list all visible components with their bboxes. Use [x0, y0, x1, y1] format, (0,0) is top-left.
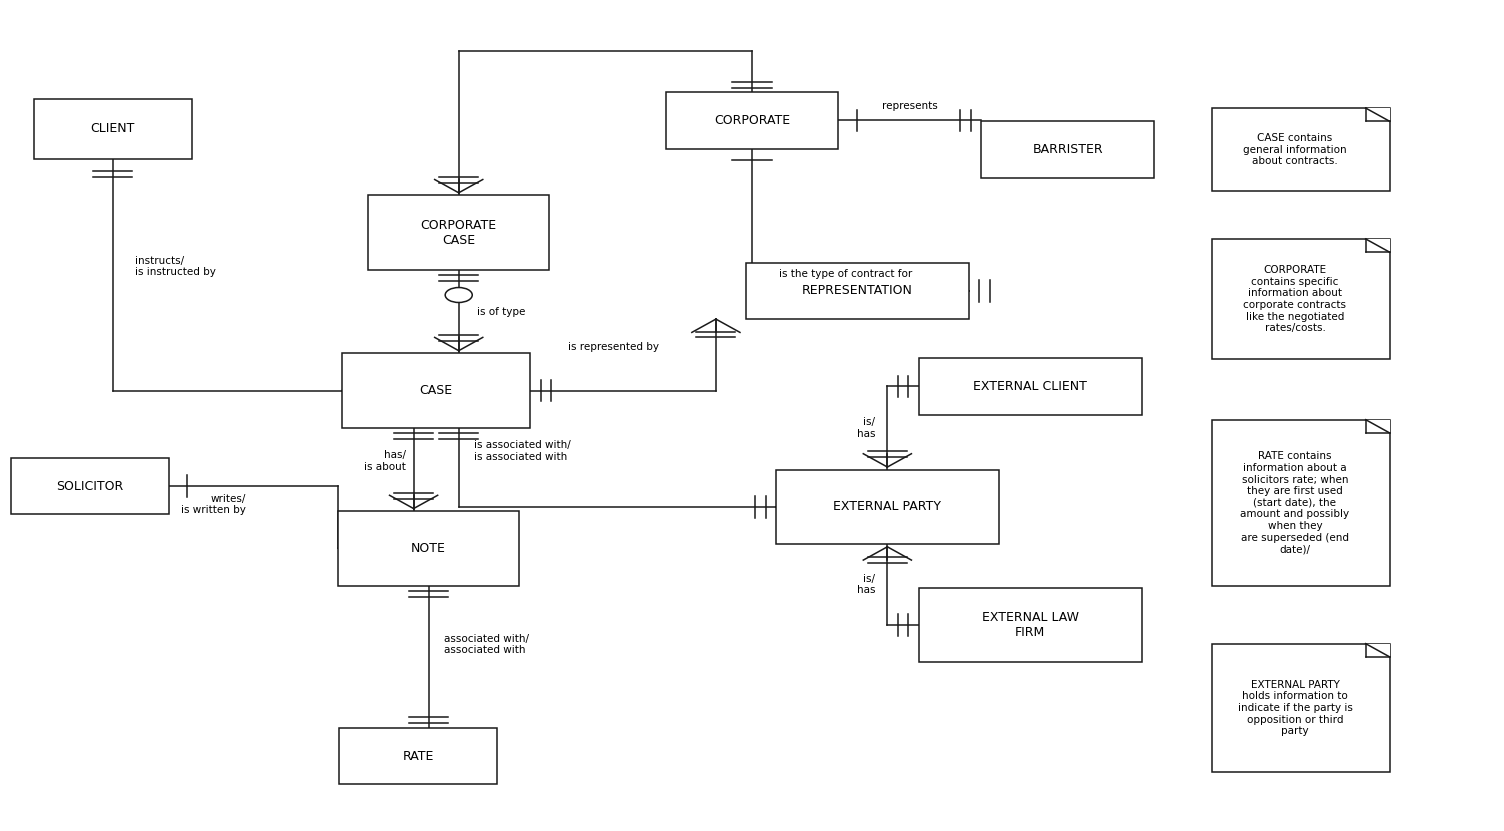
Circle shape: [445, 288, 472, 302]
Text: EXTERNAL PARTY: EXTERNAL PARTY: [833, 500, 942, 514]
Text: is associated with/
is associated with: is associated with/ is associated with: [474, 440, 570, 461]
Polygon shape: [1366, 643, 1390, 656]
Text: CASE contains
general information
about contracts.: CASE contains general information about …: [1244, 133, 1346, 166]
FancyBboxPatch shape: [919, 358, 1142, 415]
FancyBboxPatch shape: [338, 511, 519, 586]
Text: associated with/
associated with: associated with/ associated with: [444, 634, 529, 655]
FancyBboxPatch shape: [340, 728, 496, 784]
FancyBboxPatch shape: [1212, 643, 1390, 773]
Text: CORPORATE
CASE: CORPORATE CASE: [421, 219, 496, 247]
Text: instructs/
is instructed by: instructs/ is instructed by: [135, 256, 217, 277]
Text: CASE: CASE: [420, 384, 453, 397]
FancyBboxPatch shape: [1212, 108, 1390, 191]
Text: CLIENT: CLIENT: [90, 122, 135, 135]
Text: RATE: RATE: [403, 750, 433, 763]
Text: is/
has: is/ has: [857, 574, 875, 595]
Text: SOLICITOR: SOLICITOR: [57, 479, 123, 493]
Text: writes/
is written by: writes/ is written by: [182, 494, 247, 515]
Text: EXTERNAL LAW
FIRM: EXTERNAL LAW FIRM: [982, 611, 1078, 639]
Polygon shape: [1366, 239, 1390, 252]
Text: is represented by: is represented by: [569, 342, 659, 352]
Text: is of type: is of type: [477, 307, 525, 317]
FancyBboxPatch shape: [665, 92, 839, 149]
FancyBboxPatch shape: [1212, 239, 1390, 359]
FancyBboxPatch shape: [12, 458, 168, 514]
FancyBboxPatch shape: [368, 195, 549, 270]
Text: has/
is about: has/ is about: [364, 450, 406, 472]
FancyBboxPatch shape: [341, 353, 529, 428]
FancyBboxPatch shape: [919, 588, 1142, 662]
Text: CORPORATE: CORPORATE: [714, 114, 790, 127]
FancyBboxPatch shape: [746, 263, 969, 319]
FancyBboxPatch shape: [33, 99, 193, 159]
Text: is/
has: is/ has: [857, 417, 875, 439]
Text: is the type of contract for: is the type of contract for: [779, 269, 911, 279]
Text: NOTE: NOTE: [411, 542, 447, 555]
Text: represents: represents: [881, 101, 938, 111]
FancyBboxPatch shape: [981, 121, 1155, 178]
Text: RATE contains
information about a
solicitors rate; when
they are first used
(sta: RATE contains information about a solici…: [1241, 451, 1349, 554]
Text: CORPORATE
contains specific
information about
corporate contracts
like the negot: CORPORATE contains specific information …: [1244, 265, 1346, 333]
Text: REPRESENTATION: REPRESENTATION: [802, 284, 913, 297]
Text: EXTERNAL CLIENT: EXTERNAL CLIENT: [973, 380, 1087, 393]
Text: EXTERNAL PARTY
holds information to
indicate if the party is
opposition or third: EXTERNAL PARTY holds information to indi…: [1238, 680, 1352, 736]
Text: BARRISTER: BARRISTER: [1033, 143, 1102, 156]
Polygon shape: [1366, 108, 1390, 121]
FancyBboxPatch shape: [1212, 420, 1390, 586]
Polygon shape: [1366, 420, 1390, 433]
FancyBboxPatch shape: [776, 470, 999, 544]
